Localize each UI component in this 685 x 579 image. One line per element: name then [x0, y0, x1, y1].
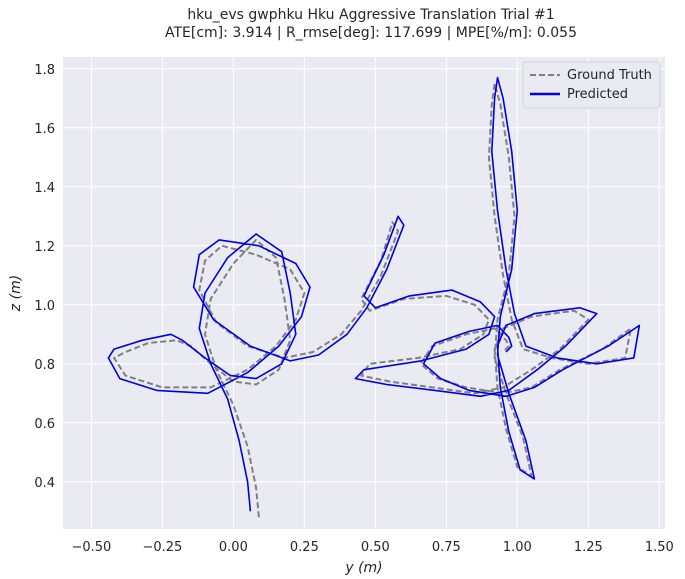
- legend: Ground Truth Predicted: [522, 61, 661, 109]
- series-line-ground-truth: [113, 82, 632, 518]
- y-tick-label: 1.4: [34, 181, 55, 196]
- x-axis-label: y (m): [344, 560, 382, 576]
- legend-label-predicted: Predicted: [567, 87, 628, 102]
- y-tick-label: 0.6: [34, 417, 55, 432]
- y-tick-label: 0.4: [34, 476, 55, 491]
- legend-box: [522, 61, 661, 109]
- chart-subtitle: ATE[cm]: 3.914 | R_rmse[deg]: 117.699 | …: [165, 25, 577, 41]
- y-tick-label: 0.8: [34, 358, 55, 373]
- y-tick-label: 1.8: [34, 63, 55, 78]
- x-tick-label: 0.75: [432, 540, 461, 555]
- grid: [63, 57, 665, 529]
- x-tick-label: −0.25: [142, 540, 182, 555]
- x-tick-label: −0.50: [71, 540, 111, 555]
- x-tick-labels: −0.50 −0.25 0.00 0.25 0.50 0.75 1.00 1.25 1.50: [71, 540, 673, 555]
- chart-title: hku_evs gwphku Hku Aggressive Translatio…: [187, 7, 554, 23]
- x-tick-label: 0.00: [219, 540, 248, 555]
- x-tick-label: 1.25: [574, 540, 603, 555]
- y-tick-labels: 0.4 0.6 0.8 1.0 1.2 1.4 1.6 1.8: [34, 63, 55, 491]
- y-tick-label: 1.0: [34, 299, 55, 314]
- y-tick-label: 1.2: [34, 240, 55, 255]
- legend-label-ground-truth: Ground Truth: [567, 68, 652, 83]
- series-group: [107, 76, 641, 518]
- x-tick-label: 0.50: [361, 540, 390, 555]
- series-line-predicted: [107, 76, 641, 512]
- y-axis-label: z (m): [8, 275, 24, 312]
- x-tick-label: 0.25: [290, 540, 319, 555]
- x-tick-label: 1.00: [503, 540, 532, 555]
- y-tick-label: 1.6: [34, 122, 55, 137]
- x-tick-label: 1.50: [645, 540, 674, 555]
